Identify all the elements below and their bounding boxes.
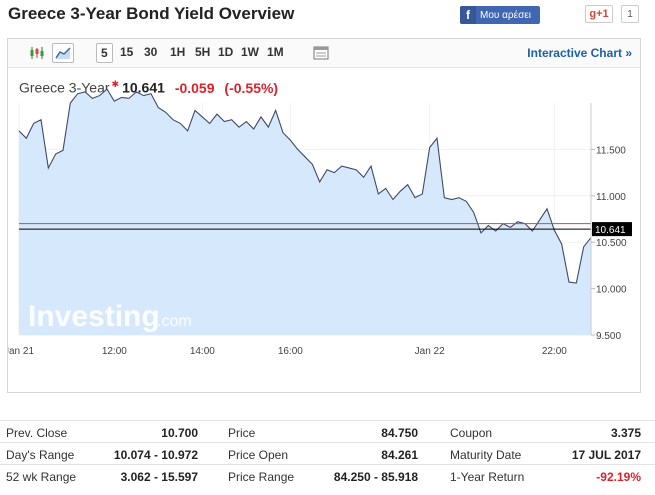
stats-row: Day's Range 10.074 - 10.972 Price Open 84.2… [0,442,655,464]
settings-panel-icon[interactable] [310,43,332,63]
timeframe-15[interactable]: 15 [120,45,134,59]
stat-value: 3.375 [610,426,641,440]
timeframe-1m[interactable]: 1M [267,45,284,59]
price-change: -0.059 [174,79,215,96]
timeframe-1h[interactable]: 1H [170,45,186,59]
delay-star-icon: ✱ [111,79,120,89]
page-title: Greece 3-Year Bond Yield Overview [8,4,295,23]
timeframe-1d[interactable]: 1D [218,45,234,59]
chart-panel: 5 15 30 1H 5H 1D 1W 1M Interactive Chart » Gree… [7,38,641,393]
stat-label: Price Open [228,448,289,462]
y-tick-label: 11.000 [596,192,626,203]
stat-value: 84.250 - 85.918 [333,470,418,484]
stat-label: Maturity Date [450,448,522,462]
google-plus-button[interactable]: g+1 [585,5,613,23]
stat-value: 10.700 [161,426,198,440]
stat-value: 3.062 - 15.597 [120,470,198,484]
stat-value: 10.074 - 10.972 [113,448,198,462]
stat-label: Price [228,426,256,440]
x-tick-label: Jan 22 [415,346,445,357]
google-plus-count: 1 [621,5,639,23]
facebook-like-label: Μου αρέσει [480,9,531,21]
price-change-percent: (-0.55%) [224,79,279,96]
facebook-like-button[interactable]: f Μου αρέσει [460,6,540,24]
stat-label: 52 wk Range [6,470,77,484]
facebook-icon: f [460,6,476,24]
interactive-chart-link[interactable]: Interactive Chart » [527,46,632,60]
x-tick-label: Jan 21 [8,346,34,357]
timeframe-5h[interactable]: 5H [195,45,211,59]
stats-row: 52 wk Range 3.062 - 15.597 Price Range 84.2… [0,464,655,486]
y-tick-label: 9.500 [596,331,621,342]
stat-value: -92.19% [596,470,641,484]
y-tick-label: 10.500 [596,238,627,249]
investing-watermark: Investing [28,300,160,333]
x-tick-label: 16:00 [278,346,303,357]
timeframe-30[interactable]: 30 [144,45,158,59]
price-area [19,89,591,335]
stat-value: 17 JUL 2017 [571,448,641,462]
y-tick-label: 11.500 [596,145,626,156]
stat-label: 1-Year Return [450,470,525,484]
investing-watermark-suffix: .com [157,313,192,330]
stat-label: Coupon [450,426,493,440]
last-price-label: 10.641 [595,225,626,236]
stats-row: Prev. Close 10.700 Price 84.750 Coupon 3.375 [0,420,655,442]
stat-label: Price Range [228,470,295,484]
timeframe-1w[interactable]: 1W [241,45,259,59]
x-tick-label: 22:00 [542,346,567,357]
stat-value: 84.750 [381,426,418,440]
quote-line: Greece 3-Year ✱ 10.641 -0.059 (-0.55%) [19,79,278,96]
stat-label: Day's Range [6,448,75,462]
price-chart[interactable]: Investing.com 11.500 11.000 10.500 10.000 9.5… [8,39,640,392]
x-tick-label: 14:00 [190,346,215,357]
area-chart-icon[interactable] [52,43,74,63]
y-tick-label: 10.000 [596,285,627,296]
timeframe-5[interactable]: 5 [96,43,113,63]
stat-value: 84.261 [381,448,418,462]
current-price: 10.641 [122,79,165,96]
stat-label: Prev. Close [6,426,68,440]
instrument-name: Greece 3-Year [19,79,110,96]
candlestick-icon[interactable] [26,43,48,63]
x-tick-label: 12:00 [102,346,127,357]
last-price-badge [592,222,632,237]
price-line [18,88,592,284]
chart-toolbar: 5 15 30 1H 5H 1D 1W 1M Interactive Chart » [8,39,640,68]
